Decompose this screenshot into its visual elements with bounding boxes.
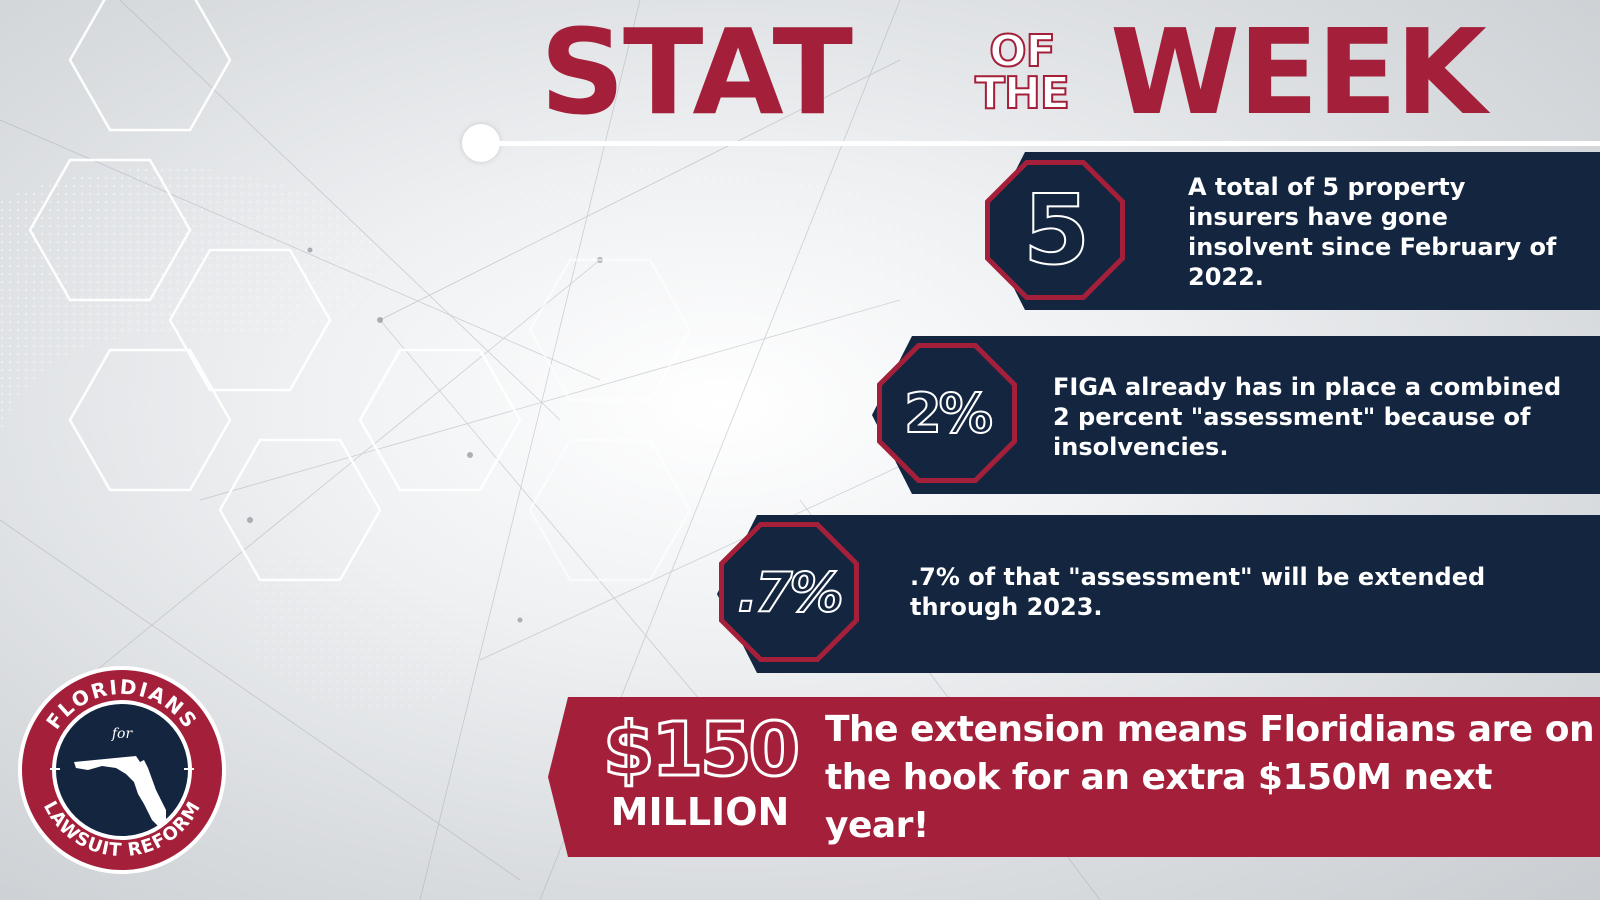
title-the: THE	[974, 68, 1071, 119]
title-stat: STAT	[540, 3, 853, 141]
stat-figure-3: .7%	[736, 560, 844, 625]
stat-text-1: A total of 5 property insurers have gone…	[1188, 173, 1557, 291]
title-week: WEEK	[1110, 3, 1487, 141]
stat-text-3: .7% of that "assessment" will be extende…	[910, 563, 1486, 621]
stat-badge-3: .7%	[719, 522, 859, 662]
stat-text-2: FIGA already has in place a combined 2 p…	[1053, 373, 1562, 461]
logo-seal-icon: FLORIDIANS for LAWSUIT REFORM	[18, 666, 226, 874]
highlight-banner	[548, 697, 1600, 857]
title-rule-line	[490, 141, 1600, 146]
stat-figure-2: 2%	[903, 381, 994, 446]
stat-of-the-week-title: STAT OF THE WEEK	[540, 12, 1580, 132]
stat-figure-1: 5	[1022, 173, 1091, 287]
stat-panel-3	[717, 515, 1600, 673]
stat-badge-1: 5	[985, 160, 1125, 300]
highlight-figure: $150	[602, 707, 802, 794]
floridians-for-lawsuit-reform-logo: FLORIDIANS for LAWSUIT REFORM	[16, 664, 228, 876]
logo-middle-text: for	[111, 726, 134, 742]
highlight-text: The extension means Floridians are on th…	[825, 709, 1595, 846]
highlight-unit: MILLION	[610, 790, 790, 834]
stat-badge-2: 2%	[877, 343, 1017, 483]
title-of: OF	[988, 26, 1056, 77]
